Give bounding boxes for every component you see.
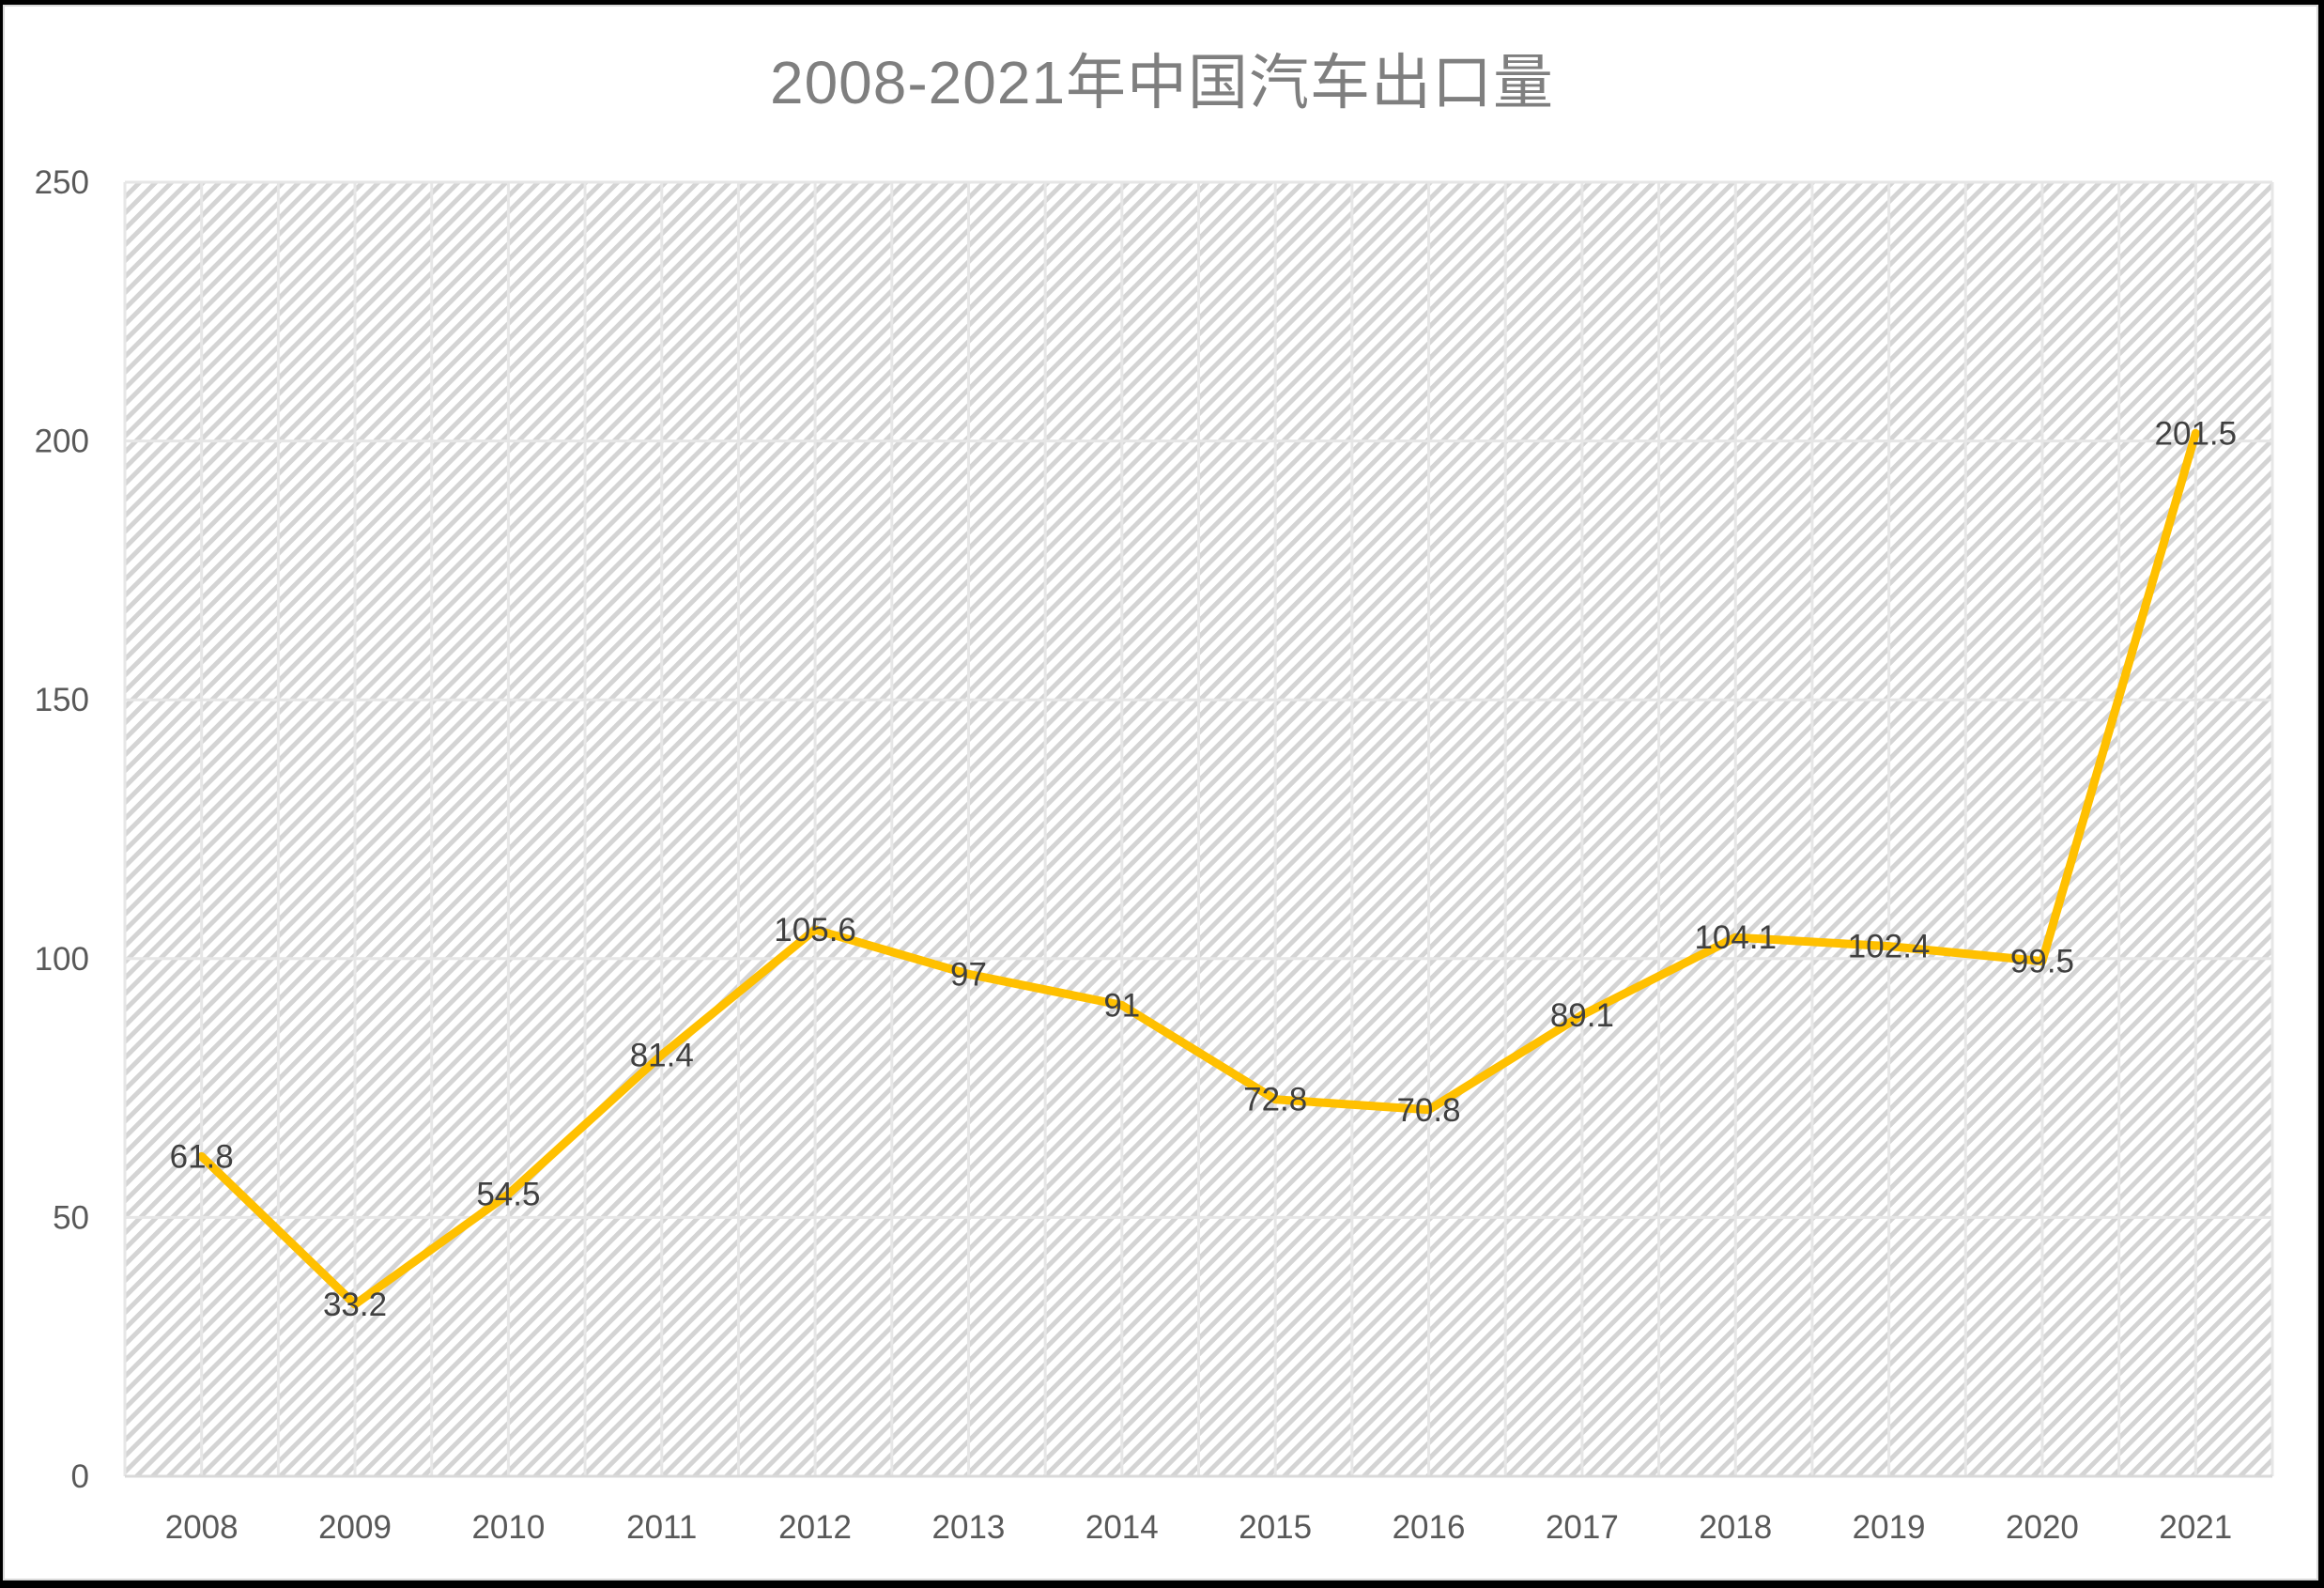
data-label: 72.8 bbox=[1243, 1082, 1307, 1118]
x-axis: 2008 2009 2010 2011 2012 2013 2014 2015 2016 2017… bbox=[165, 1509, 2233, 1546]
data-label: 97 bbox=[950, 956, 987, 993]
gridlines bbox=[123, 180, 2274, 1478]
x-tick-label: 2016 bbox=[1393, 1509, 1466, 1546]
x-tick-label: 2020 bbox=[2006, 1509, 2079, 1546]
y-tick-label: 100 bbox=[35, 941, 89, 978]
data-label: 104.1 bbox=[1694, 919, 1777, 956]
x-tick-label: 2014 bbox=[1085, 1509, 1159, 1546]
data-label: 102.4 bbox=[1848, 929, 1931, 965]
data-label: 201.5 bbox=[2155, 415, 2238, 452]
x-tick-label: 2009 bbox=[318, 1509, 392, 1546]
y-tick-label: 200 bbox=[35, 424, 89, 460]
y-tick-label: 50 bbox=[53, 1199, 89, 1236]
data-label: 99.5 bbox=[2010, 944, 2074, 980]
data-label: 54.5 bbox=[476, 1177, 540, 1213]
data-label: 70.8 bbox=[1396, 1092, 1460, 1129]
data-label: 91 bbox=[1103, 987, 1140, 1024]
y-tick-label: 150 bbox=[35, 682, 89, 718]
x-tick-label: 2012 bbox=[778, 1509, 852, 1546]
data-label: 89.1 bbox=[1550, 997, 1614, 1034]
x-tick-label: 2010 bbox=[471, 1509, 545, 1546]
data-label: 105.6 bbox=[774, 912, 856, 948]
y-axis: 0 50 100 150 200 250 bbox=[35, 164, 89, 1495]
data-label: 61.8 bbox=[170, 1138, 234, 1175]
series-line bbox=[197, 428, 2200, 1309]
x-tick-label: 2019 bbox=[1853, 1509, 1926, 1546]
data-labels: 61.8 33.2 54.5 81.4 105.6 97 91 72.8 70.8 89.1 104… bbox=[170, 415, 2238, 1323]
x-tick-label: 2021 bbox=[2159, 1509, 2232, 1546]
y-tick-label: 0 bbox=[71, 1458, 89, 1495]
y-tick-label: 250 bbox=[35, 164, 89, 201]
x-tick-label: 2018 bbox=[1699, 1509, 1772, 1546]
x-tick-label: 2011 bbox=[626, 1509, 697, 1546]
x-tick-label: 2008 bbox=[165, 1509, 239, 1546]
x-tick-label: 2017 bbox=[1546, 1509, 1619, 1546]
x-tick-label: 2015 bbox=[1239, 1509, 1312, 1546]
x-tick-label: 2013 bbox=[932, 1509, 1006, 1546]
data-label: 33.2 bbox=[323, 1287, 387, 1323]
chart-title: 2008-2021年中国汽车出口量 bbox=[769, 49, 1555, 116]
data-label: 81.4 bbox=[630, 1037, 694, 1073]
